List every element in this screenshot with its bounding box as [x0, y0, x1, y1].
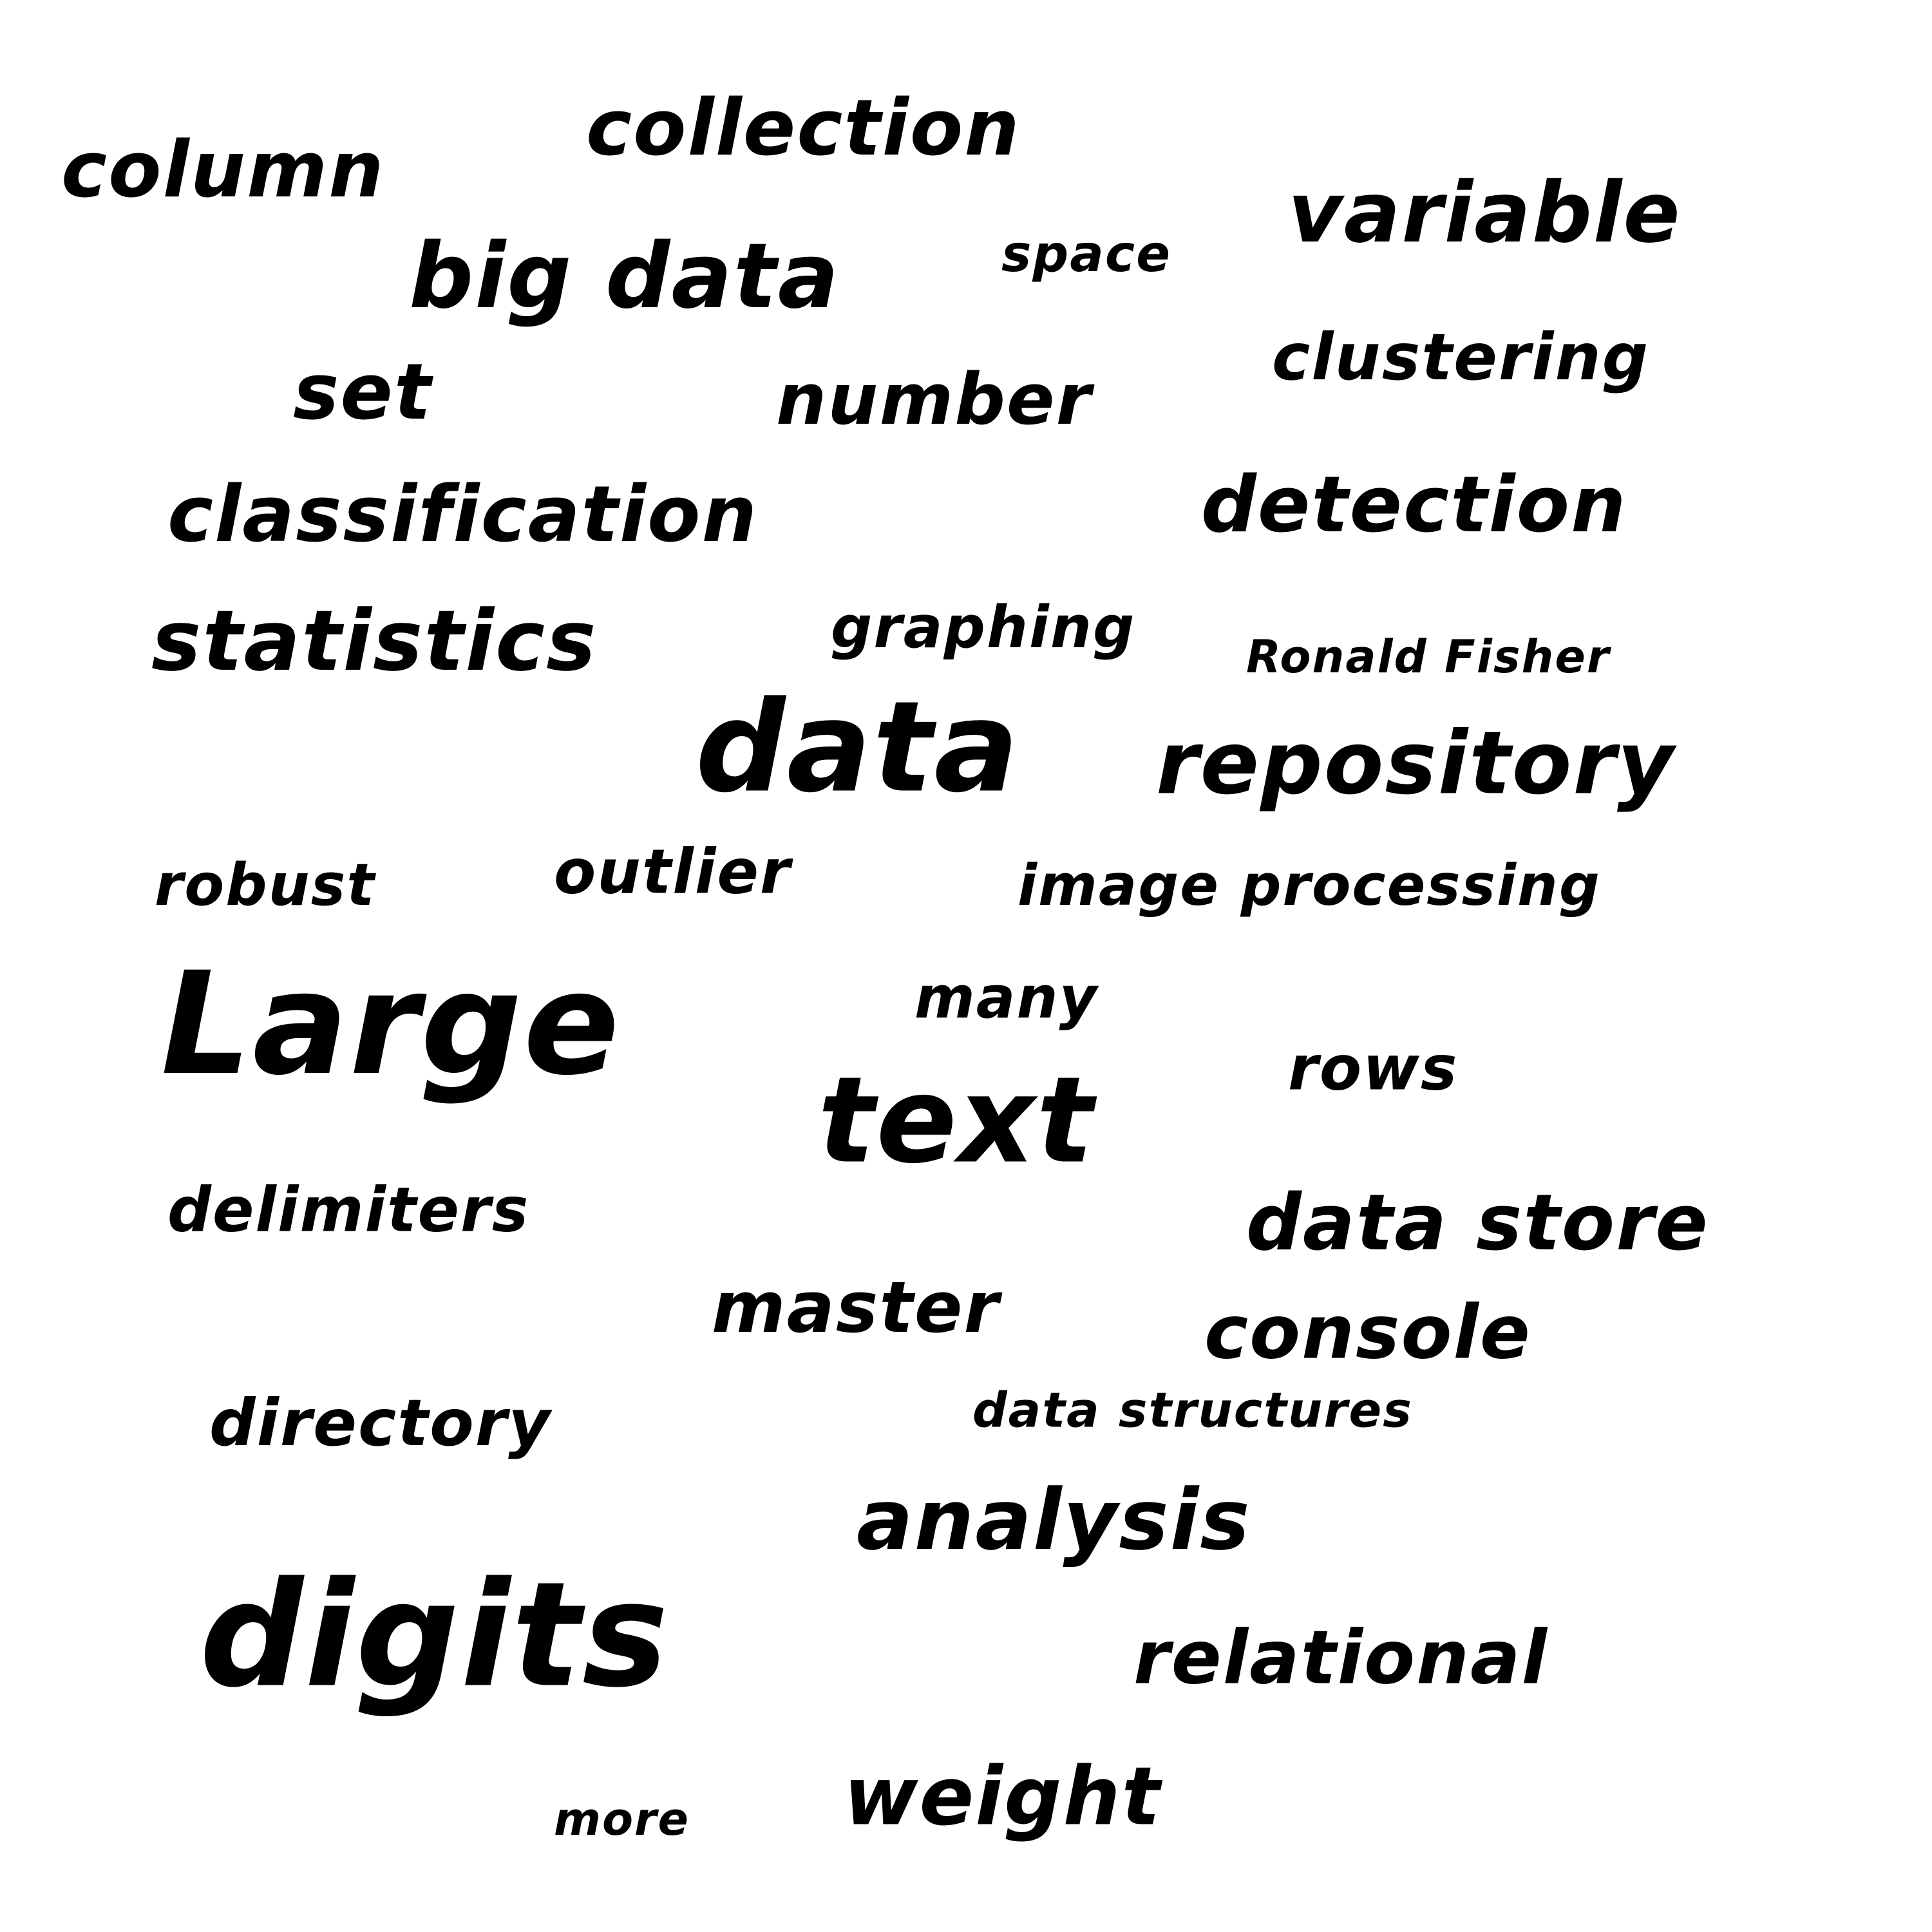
word-more: more [554, 1793, 690, 1846]
word-graphing: graphing [831, 594, 1136, 661]
word-relational: relational [1133, 1615, 1549, 1701]
word-weight: weight [844, 1750, 1162, 1844]
word-collection: collection [586, 84, 1021, 173]
word-analysis: analysis [857, 1471, 1251, 1569]
word-number: number [776, 358, 1092, 440]
word-master: master [712, 1266, 1000, 1349]
word-data-structures: data structures [972, 1381, 1413, 1439]
word-detection: detection [1201, 460, 1627, 550]
word-repository: repository [1156, 712, 1676, 814]
word-space: space [1001, 225, 1172, 283]
word-robust: robust [155, 851, 376, 919]
word-set: set [293, 348, 433, 437]
word-clustering: clustering [1272, 319, 1650, 395]
word-large: Large [161, 942, 621, 1106]
word-data-store: data store [1246, 1179, 1709, 1268]
word-classification: classification [167, 470, 759, 560]
word-column: column [61, 126, 385, 215]
word-image-processing: image processing [1018, 852, 1601, 918]
word-big-data: big data [409, 224, 840, 329]
word-many: many [914, 964, 1099, 1032]
word-variable: variable [1288, 164, 1681, 261]
word-outlier: outlier [554, 837, 791, 908]
word-directory: directory [209, 1385, 552, 1461]
word-rows: rows [1288, 1033, 1459, 1104]
word-data: data [696, 674, 1020, 820]
word-ronald-fisher: Ronald Fisher [1246, 630, 1611, 683]
word-digits: digits [200, 1551, 670, 1720]
word-text: text [818, 1050, 1095, 1190]
word-statistics: statistics [151, 592, 598, 690]
word-console: console [1204, 1289, 1531, 1376]
word-delimiters: delimiters [167, 1175, 530, 1246]
